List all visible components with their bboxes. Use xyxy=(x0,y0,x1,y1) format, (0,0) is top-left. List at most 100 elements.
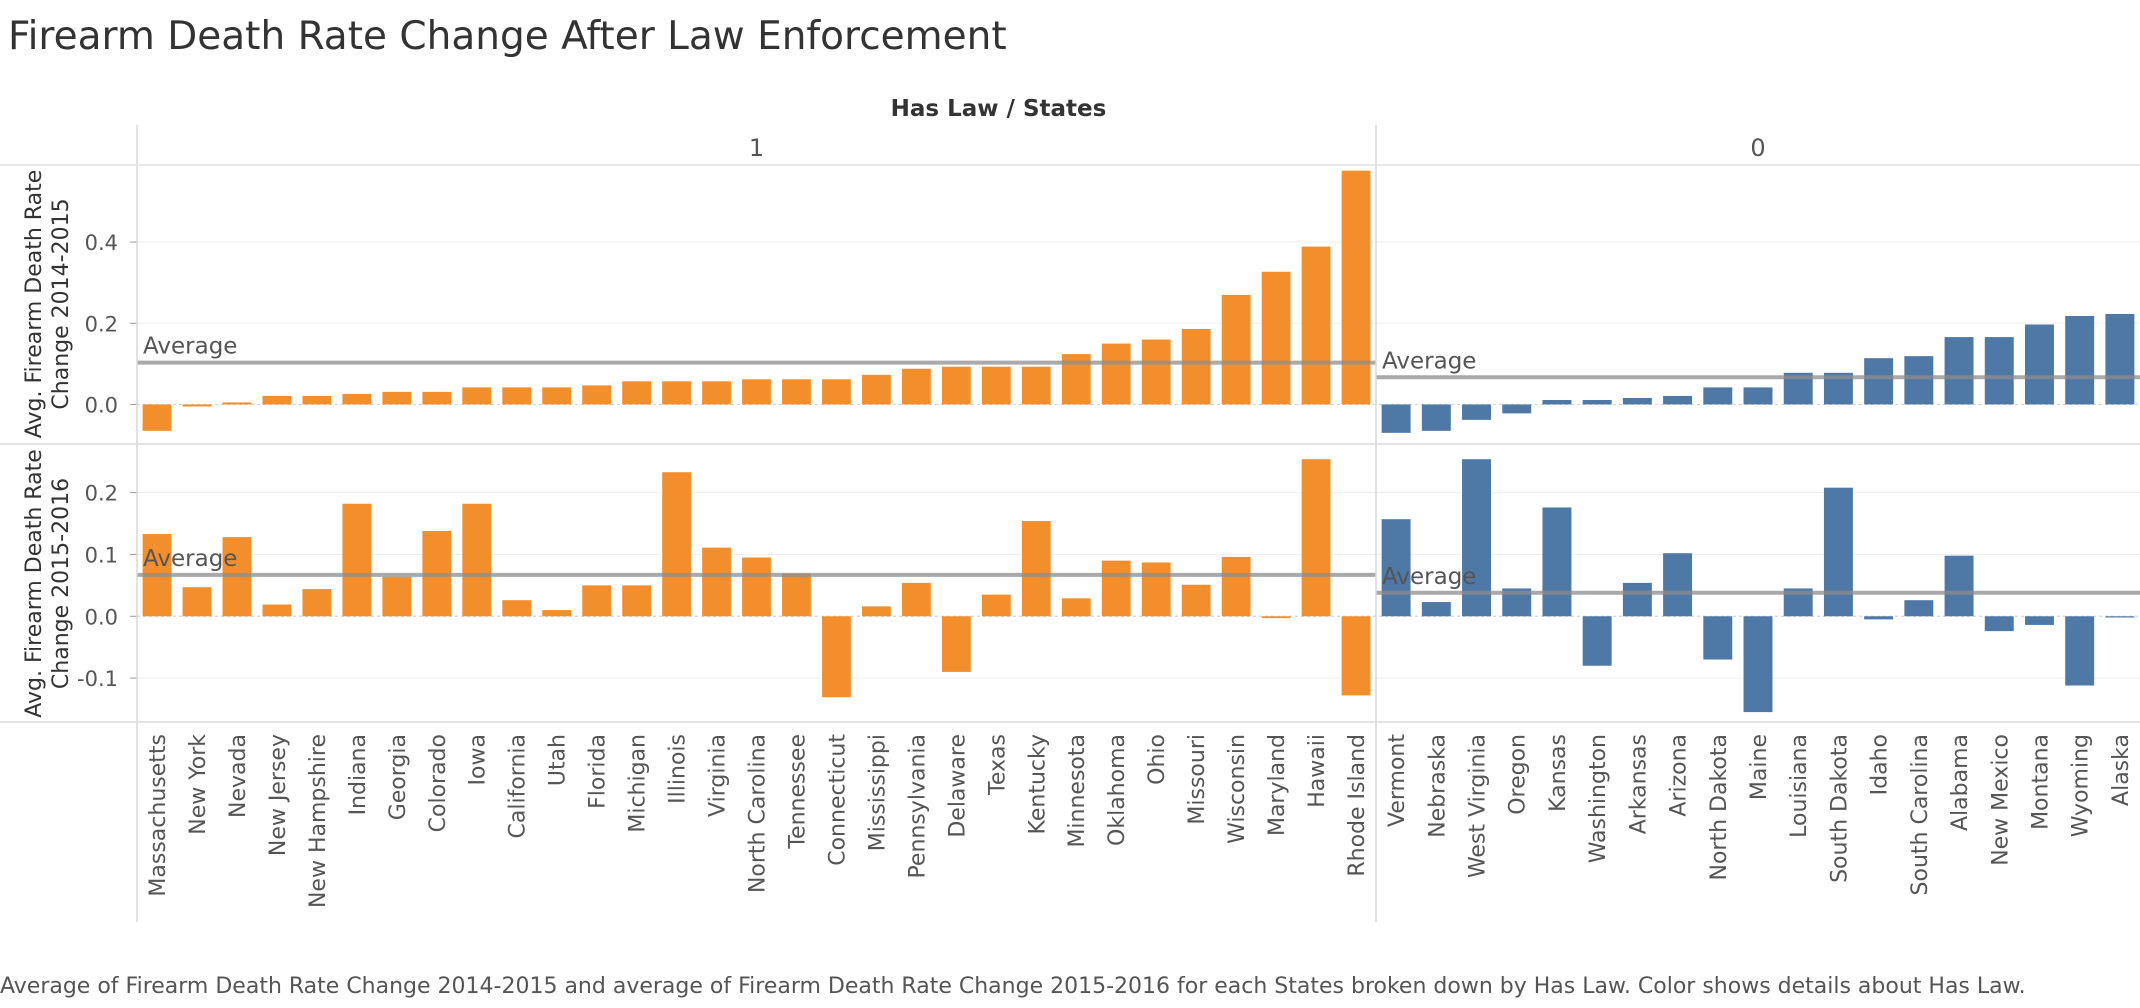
y-axis-title: Avg. Firearm Death RateChange 2015-2016 xyxy=(22,449,74,718)
bar xyxy=(1181,328,1211,405)
category-label: California xyxy=(506,734,531,838)
category-label: Washington xyxy=(1586,734,1611,863)
bar xyxy=(302,395,332,405)
bar xyxy=(1864,616,1894,620)
bar xyxy=(582,585,612,617)
bar xyxy=(2105,313,2135,405)
category-label: North Carolina xyxy=(746,734,771,893)
bar xyxy=(1421,404,1451,431)
bar xyxy=(2065,315,2095,405)
labels-layer: 0.0 0.2 0.4 -0.1 0.0 0.1 0.2 Average Average Mass… xyxy=(22,96,2134,908)
category-label: Florida xyxy=(586,734,611,809)
category-label: Massachusetts xyxy=(146,734,171,897)
column-group-label: 0 xyxy=(1750,134,1765,162)
category-label: Idaho xyxy=(1868,734,1893,795)
bar xyxy=(1703,616,1733,660)
chart-title: Firearm Death Rate Change After Law Enfo… xyxy=(8,14,1007,59)
bar xyxy=(542,387,572,405)
category-label: Tennessee xyxy=(785,734,810,850)
category-label: North Dakota xyxy=(1707,734,1732,880)
category-label: Mississippi xyxy=(865,734,890,851)
category-label: South Carolina xyxy=(1908,734,1933,895)
bar xyxy=(782,573,811,617)
category-label: Minnesota xyxy=(1065,734,1090,848)
category-label: Missouri xyxy=(1185,734,1210,825)
category-label: Maryland xyxy=(1265,734,1290,836)
bar xyxy=(1542,507,1572,617)
bar xyxy=(1904,356,1934,405)
bar xyxy=(1823,487,1853,617)
bar xyxy=(1261,271,1291,405)
y-axis-title: Avg. Firearm Death RateChange 2014-2015 xyxy=(22,170,74,439)
bar xyxy=(702,381,731,405)
bar xyxy=(662,381,691,405)
category-label: West Virginia xyxy=(1466,734,1491,878)
y-tick-label: 0.2 xyxy=(85,482,118,506)
bar xyxy=(1703,387,1733,405)
category-label: Illinois xyxy=(666,734,691,804)
chart: 0.0 0.2 0.4 -0.1 0.0 0.1 0.2 Average Average Mass… xyxy=(0,96,2140,922)
category-label: Wisconsin xyxy=(1225,734,1250,844)
bar xyxy=(1582,616,1612,666)
category-label: Delaware xyxy=(945,734,970,838)
bar xyxy=(1984,616,2014,632)
bar xyxy=(1141,562,1171,617)
bar xyxy=(422,391,452,405)
bar xyxy=(1381,519,1411,617)
category-label: Arkansas xyxy=(1626,734,1651,834)
bar xyxy=(1301,246,1331,405)
bar xyxy=(182,404,212,407)
bar xyxy=(1582,399,1612,405)
bar xyxy=(742,557,771,617)
category-label: Arizona xyxy=(1667,734,1692,817)
category-label: New York xyxy=(186,734,211,835)
bar xyxy=(1301,459,1331,617)
bar xyxy=(1381,404,1411,433)
bar xyxy=(342,503,372,617)
category-label: Georgia xyxy=(386,734,411,820)
y-tick-label: 0.1 xyxy=(85,543,118,567)
bar xyxy=(901,368,931,405)
bar xyxy=(502,600,532,617)
reference-lines-layer xyxy=(137,360,2140,595)
category-label: New Jersey xyxy=(266,734,291,856)
bar xyxy=(382,391,412,405)
bar xyxy=(1502,404,1532,414)
bar xyxy=(1462,404,1492,420)
y-tick-label: 0.4 xyxy=(85,231,118,255)
bar xyxy=(382,576,412,617)
bar xyxy=(1622,582,1652,617)
bar xyxy=(1743,616,1773,713)
bar xyxy=(182,587,212,617)
bars-layer xyxy=(142,170,2135,713)
y-tick-label: 0.2 xyxy=(85,312,118,336)
category-label: Nevada xyxy=(226,734,251,818)
bar xyxy=(462,503,492,617)
bar xyxy=(1021,366,1051,405)
category-label: South Dakota xyxy=(1827,734,1852,883)
category-label: Connecticut xyxy=(825,734,850,866)
category-label: Maine xyxy=(1747,734,1772,800)
bar xyxy=(1421,602,1451,617)
bar xyxy=(1181,584,1211,617)
bar xyxy=(822,616,851,698)
column-header: Has Law / States xyxy=(891,96,1107,122)
bar xyxy=(1101,343,1131,405)
category-label: Colorado xyxy=(426,734,451,832)
y-axis-title-line: Avg. Firearm Death Rate xyxy=(22,449,47,718)
y-axis-title-line: Change 2015-2016 xyxy=(49,478,74,689)
bar xyxy=(1462,459,1492,617)
category-label: Pennsylvania xyxy=(905,734,930,879)
bar xyxy=(1944,555,1974,617)
bar xyxy=(1984,337,2014,405)
bar xyxy=(542,610,572,617)
bar xyxy=(622,585,651,617)
category-label: Vermont xyxy=(1385,734,1410,827)
bar xyxy=(1221,294,1251,405)
category-label: Nebraska xyxy=(1425,734,1450,838)
bar xyxy=(1663,553,1693,617)
category-label: New Mexico xyxy=(1988,734,2013,866)
category-label: Michigan xyxy=(626,734,651,833)
bar xyxy=(1101,560,1131,617)
category-label: Ohio xyxy=(1145,734,1170,785)
